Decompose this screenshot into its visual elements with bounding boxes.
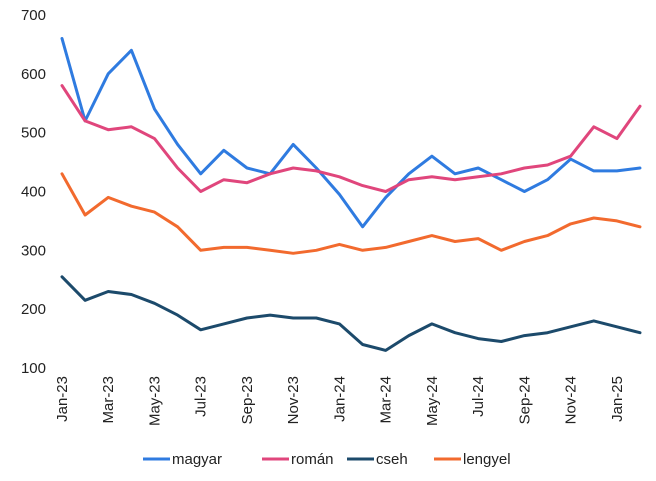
legend-label-magyar: magyar bbox=[172, 451, 222, 468]
x-tick-label: Jan-23 bbox=[54, 376, 71, 422]
y-tick-label: 700 bbox=[21, 7, 46, 24]
y-tick-label: 100 bbox=[21, 360, 46, 377]
y-tick-label: 600 bbox=[21, 66, 46, 83]
y-tick-label: 200 bbox=[21, 301, 46, 318]
x-tick-label: Sep-23 bbox=[239, 376, 256, 424]
x-tick-label: Jul-23 bbox=[193, 376, 210, 417]
x-tick-label: Nov-23 bbox=[285, 376, 302, 424]
series-line-cseh bbox=[60, 275, 642, 352]
x-tick-label: Nov-24 bbox=[563, 376, 580, 424]
x-tick-label: Jan-25 bbox=[609, 376, 626, 422]
y-axis-ticks: 100 200 300 400 500 600 700 bbox=[21, 7, 46, 377]
series-lines bbox=[60, 37, 642, 352]
y-tick-label: 300 bbox=[21, 242, 46, 259]
y-tick-label: 500 bbox=[21, 125, 46, 142]
x-tick-label: May-23 bbox=[147, 376, 164, 426]
x-tick-label: May-24 bbox=[424, 376, 441, 426]
x-tick-label: Mar-23 bbox=[100, 376, 117, 424]
legend-label-cseh: cseh bbox=[376, 451, 408, 468]
legend-label-lengyel: lengyel bbox=[463, 451, 511, 468]
legend-label-román: román bbox=[291, 451, 334, 468]
x-tick-label: Sep-24 bbox=[516, 376, 533, 424]
series-line-román bbox=[60, 84, 642, 193]
x-tick-label: Jan-24 bbox=[331, 376, 348, 422]
x-tick-label: Mar-24 bbox=[378, 376, 395, 424]
series-line-lengyel bbox=[60, 172, 642, 255]
legend: magyar román cseh lengyel bbox=[143, 451, 511, 468]
y-tick-label: 400 bbox=[21, 184, 46, 201]
series-line-magyar bbox=[60, 37, 642, 229]
x-tick-label: Jul-24 bbox=[470, 376, 487, 417]
x-axis-ticks: Jan-23 Mar-23 May-23 Jul-23 Sep-23 Nov-23 Jan-… bbox=[54, 376, 626, 426]
